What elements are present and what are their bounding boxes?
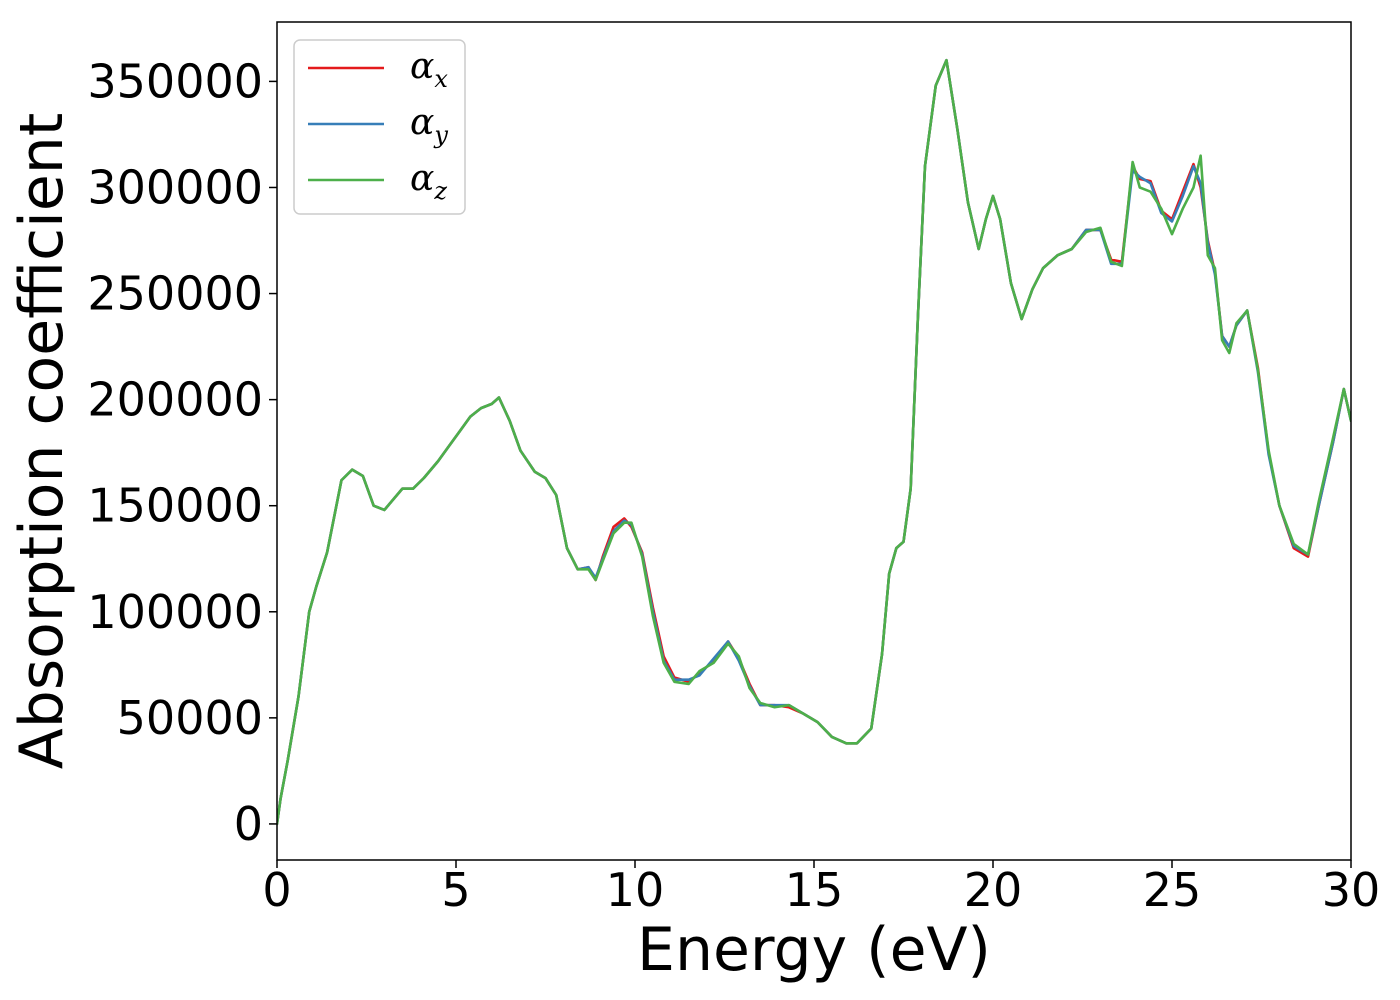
x-tick-label: 0 [262,863,291,917]
y-tick-label: 200000 [87,373,263,427]
x-tick-label: 10 [606,863,665,917]
series-line-z [277,58,1351,826]
series-layer [277,58,1351,826]
legend-subscript: z [433,177,447,205]
x-tick-label: 30 [1322,863,1381,917]
legend-label-x: αx [410,46,448,93]
ticks-layer: 0 5 10 15 20 25 30 0 50000 100000 150000 200000 2500… [87,54,1380,917]
x-tick-label: 5 [441,863,470,917]
legend-symbol: α [410,102,434,143]
y-tick-label: 300000 [87,160,263,214]
legend-box [293,39,466,215]
y-tick-label: 50000 [117,691,263,745]
legend-label-y: αy [410,102,448,149]
legend-label-z: αz [410,158,447,205]
y-tick-label: 100000 [87,585,263,639]
legend-symbol: α [410,46,434,87]
y-tick-label: 0 [234,797,263,851]
y-tick-label: 350000 [87,54,263,108]
y-tick-label: 250000 [87,267,263,321]
x-tick-label: 15 [785,863,844,917]
y-tick-label: 150000 [87,479,263,533]
legend-subscript: y [433,121,448,149]
y-axis-label: Absorption coefficient [7,113,77,770]
x-axis-label: Energy (eV) [637,915,991,985]
x-tick-label: 25 [1143,863,1202,917]
x-tick-label: 20 [964,863,1023,917]
legend-symbol: α [410,158,434,199]
legend-subscript: x [434,65,448,93]
